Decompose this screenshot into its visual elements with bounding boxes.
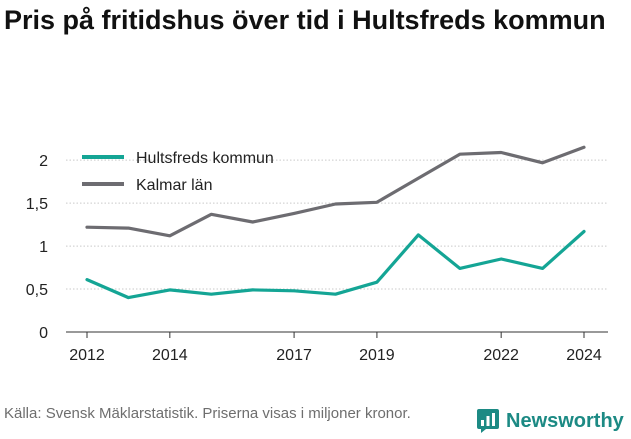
y-axis: 0 0,5 1 1,5 2 bbox=[26, 153, 48, 342]
legend-label: Hultsfreds kommun bbox=[136, 150, 274, 167]
x-tick-label: 2024 bbox=[566, 347, 602, 364]
source-note: Källa: Svensk Mäklarstatistik. Priserna … bbox=[4, 405, 411, 422]
legend-label: Kalmar län bbox=[136, 177, 212, 194]
series-line bbox=[85, 229, 586, 300]
x-tick-label: 2012 bbox=[69, 347, 105, 364]
x-tick-label: 2019 bbox=[359, 347, 395, 364]
y-tick-label: 0 bbox=[39, 325, 48, 342]
line-chart: 0 0,5 1 1,5 2 2012 2014 2017 2019 2022 2024 Hults… bbox=[26, 145, 608, 364]
y-tick-label: 2 bbox=[39, 153, 48, 170]
legend: Hultsfreds kommun Kalmar län bbox=[82, 150, 274, 194]
chart-title: Pris på fritidshus över tid i Hultsfreds… bbox=[4, 5, 606, 35]
x-axis: 2012 2014 2017 2019 2022 2024 bbox=[66, 331, 608, 364]
x-tick-label: 2022 bbox=[483, 347, 519, 364]
y-tick-label: 1,5 bbox=[26, 196, 48, 213]
y-tick-label: 1 bbox=[39, 239, 48, 256]
y-tick-label: 0,5 bbox=[26, 282, 48, 299]
brand: Newsworthy bbox=[476, 408, 624, 434]
x-tick-label: 2014 bbox=[152, 347, 188, 364]
x-tick-label: 2017 bbox=[276, 347, 312, 364]
newsworthy-logo-icon bbox=[477, 409, 499, 433]
brand-name: Newsworthy bbox=[506, 409, 624, 432]
series-lines bbox=[85, 145, 586, 300]
